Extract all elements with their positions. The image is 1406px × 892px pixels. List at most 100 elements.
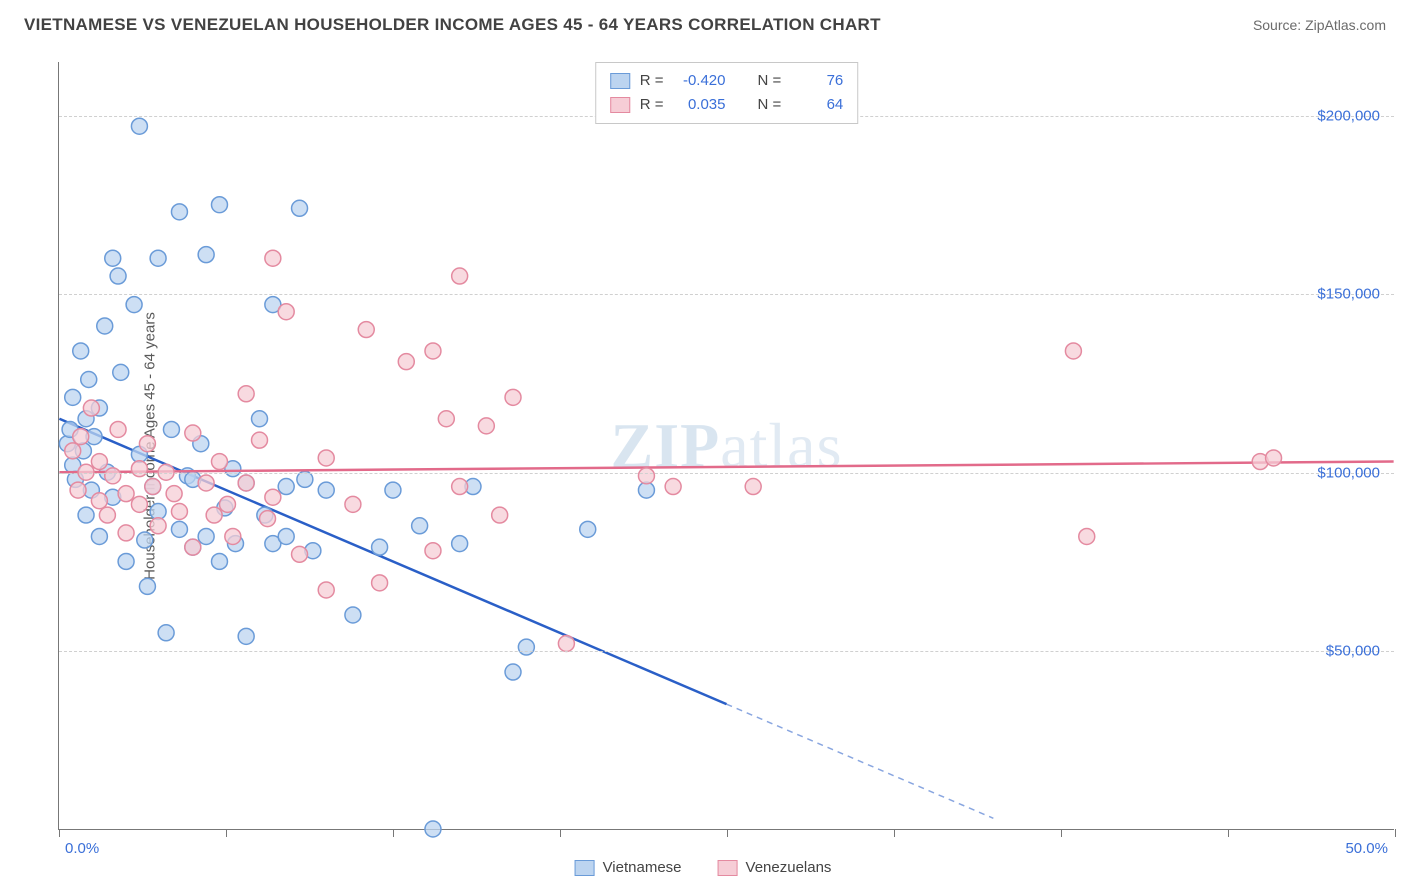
legend-series: Vietnamese Venezuelans: [575, 859, 832, 876]
data-point: [452, 479, 468, 495]
data-point: [297, 471, 313, 487]
data-point: [131, 118, 147, 134]
data-point: [166, 486, 182, 502]
legend-stats-row: R = 0.035 N = 64: [610, 93, 844, 117]
data-point: [425, 821, 441, 837]
xtick-label: 50.0%: [1345, 840, 1388, 857]
data-point: [81, 372, 97, 388]
legend-item-vietnamese: Vietnamese: [575, 859, 682, 876]
data-point: [105, 468, 121, 484]
xtick: [894, 829, 895, 837]
data-point: [385, 482, 401, 498]
data-point: [137, 532, 153, 548]
xtick: [1061, 829, 1062, 837]
xtick-label: 0.0%: [65, 840, 99, 857]
data-point: [211, 454, 227, 470]
r-value-venezuelans: 0.035: [674, 93, 726, 117]
ytick-label: $50,000: [1326, 643, 1380, 660]
data-point: [505, 389, 521, 405]
data-point: [113, 364, 129, 380]
xtick: [226, 829, 227, 837]
data-point: [139, 578, 155, 594]
gridline: [59, 651, 1394, 652]
xtick: [727, 829, 728, 837]
data-point: [372, 575, 388, 591]
data-point: [260, 511, 276, 527]
chart-header: VIETNAMESE VS VENEZUELAN HOUSEHOLDER INC…: [0, 0, 1406, 50]
gridline: [59, 473, 1394, 474]
data-point: [358, 322, 374, 338]
legend-item-venezuelans: Venezuelans: [718, 859, 832, 876]
data-point: [171, 521, 187, 537]
data-point: [318, 582, 334, 598]
data-point: [139, 436, 155, 452]
ytick-label: $200,000: [1317, 107, 1380, 124]
data-point: [238, 475, 254, 491]
data-point: [1266, 450, 1282, 466]
xtick: [1395, 829, 1396, 837]
data-point: [372, 539, 388, 555]
data-point: [131, 461, 147, 477]
n-label: N =: [758, 69, 782, 93]
data-point: [65, 389, 81, 405]
data-point: [425, 543, 441, 559]
trend-line: [59, 462, 1393, 473]
data-point: [211, 553, 227, 569]
ytick-label: $150,000: [1317, 286, 1380, 303]
data-point: [73, 429, 89, 445]
chart-title: VIETNAMESE VS VENEZUELAN HOUSEHOLDER INC…: [24, 15, 881, 35]
xtick: [560, 829, 561, 837]
data-point: [198, 475, 214, 491]
data-point: [219, 496, 235, 512]
data-point: [518, 639, 534, 655]
data-point: [65, 443, 81, 459]
data-point: [185, 539, 201, 555]
data-point: [505, 664, 521, 680]
gridline: [59, 294, 1394, 295]
xtick: [59, 829, 60, 837]
data-point: [558, 636, 574, 652]
data-point: [238, 628, 254, 644]
data-point: [580, 521, 596, 537]
legend-stats-row: R = -0.420 N = 76: [610, 69, 844, 93]
data-point: [425, 343, 441, 359]
data-point: [118, 553, 134, 569]
data-point: [150, 250, 166, 266]
data-point: [398, 354, 414, 370]
data-point: [206, 507, 222, 523]
data-point: [198, 528, 214, 544]
data-point: [198, 247, 214, 263]
data-point: [452, 536, 468, 552]
data-point: [97, 318, 113, 334]
data-point: [478, 418, 494, 434]
plot-area: R = -0.420 N = 76 R = 0.035 N = 64 ZIPat…: [58, 62, 1394, 830]
data-point: [171, 204, 187, 220]
data-point: [318, 450, 334, 466]
plot-svg: [59, 62, 1394, 829]
data-point: [118, 525, 134, 541]
data-point: [185, 425, 201, 441]
plot-container: R = -0.420 N = 76 R = 0.035 N = 64 ZIPat…: [0, 50, 1406, 892]
data-point: [665, 479, 681, 495]
legend-stats: R = -0.420 N = 76 R = 0.035 N = 64: [595, 62, 859, 124]
data-point: [292, 546, 308, 562]
data-point: [345, 607, 361, 623]
data-point: [265, 250, 281, 266]
data-point: [126, 297, 142, 313]
data-point: [278, 479, 294, 495]
data-point: [83, 400, 99, 416]
data-point: [91, 528, 107, 544]
data-point: [438, 411, 454, 427]
r-label: R =: [640, 69, 664, 93]
trend-line: [59, 419, 726, 704]
data-point: [91, 493, 107, 509]
legend-swatch-vietnamese: [610, 73, 630, 89]
data-point: [70, 482, 86, 498]
data-point: [99, 507, 115, 523]
data-point: [278, 304, 294, 320]
data-point: [171, 504, 187, 520]
data-point: [163, 421, 179, 437]
data-point: [252, 411, 268, 427]
n-value-vietnamese: 76: [791, 69, 843, 93]
data-point: [158, 625, 174, 641]
